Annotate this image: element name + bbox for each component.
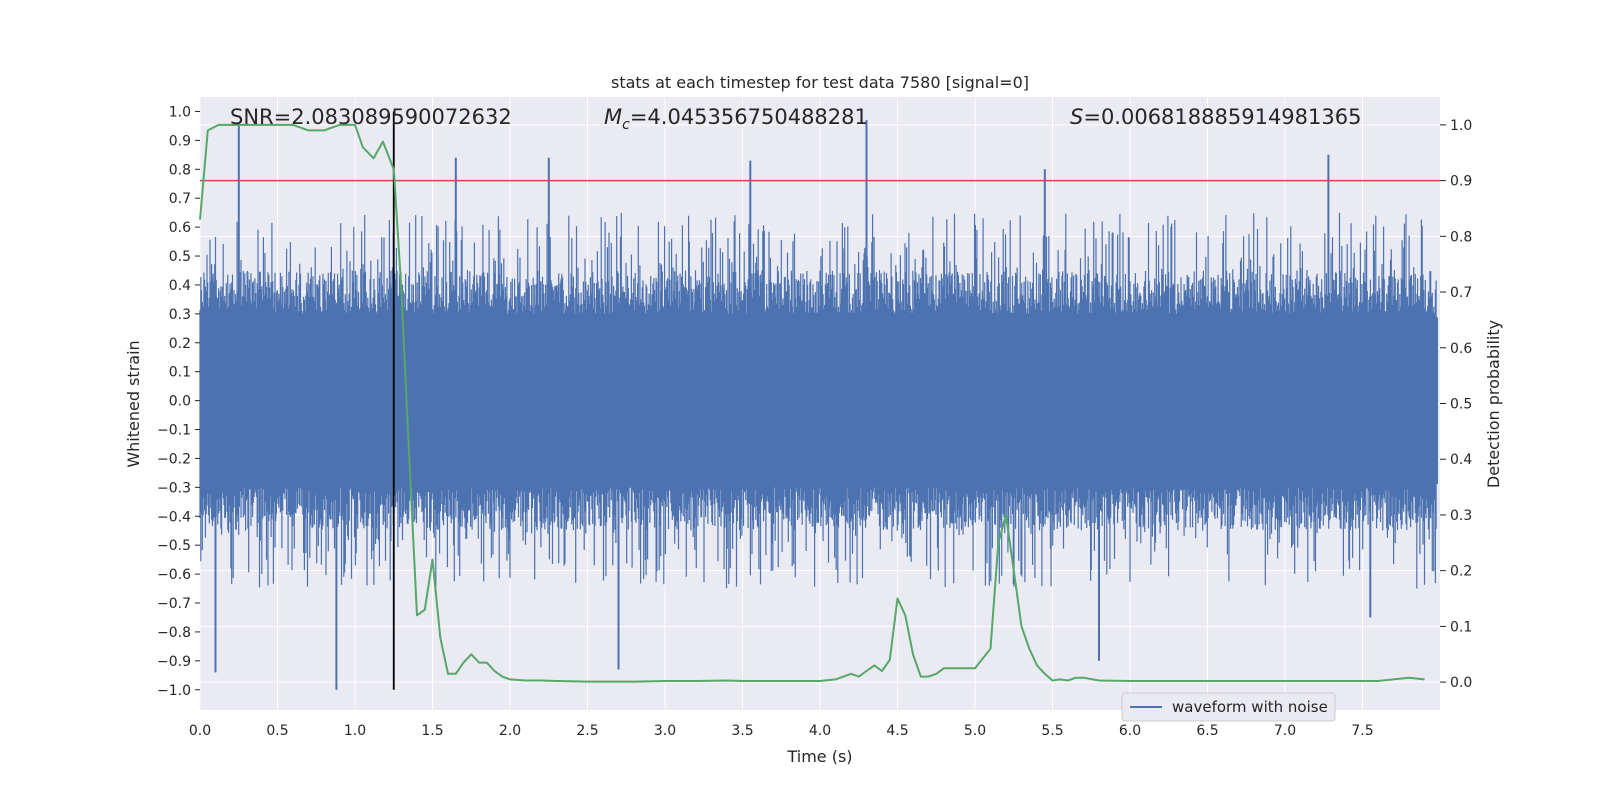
y-right-tick-label: 0.8 [1450, 229, 1472, 245]
x-tick-label: 0.5 [266, 723, 288, 739]
y-left-tick-label: 0.3 [169, 307, 191, 323]
score-symbol: S [1070, 105, 1083, 129]
chirp-mass-annotation: Mc=4.045356750488281 [604, 105, 868, 133]
chirp-mass-subscript: c [622, 117, 630, 133]
x-tick-label: 2.0 [499, 723, 521, 739]
y-right-tick-label: 0.5 [1450, 397, 1472, 413]
x-tick-label: 3.5 [731, 723, 753, 739]
waveform-peaks [214, 120, 1372, 690]
y-axis-label-right: Detection probability [1484, 320, 1503, 488]
y-left-tick-label: −0.2 [157, 451, 191, 467]
chirp-mass-symbol: M [604, 105, 622, 129]
x-tick-label: 1.0 [344, 723, 366, 739]
y-left-tick-label: 0.5 [169, 249, 191, 265]
x-tick-label: 7.5 [1351, 723, 1373, 739]
score-annotation: S=0.006818885914981365 [1070, 105, 1361, 129]
y-left-tick-label: −0.1 [157, 423, 191, 439]
y-left-tick-label: 1.0 [169, 104, 191, 120]
y-right-tick-label: 0.1 [1450, 619, 1472, 635]
legend: waveform with noise [1121, 692, 1336, 722]
y-right-tick-label: 0.6 [1450, 341, 1472, 357]
chirp-mass-value: =4.045356750488281 [630, 105, 868, 129]
score-value: =0.006818885914981365 [1083, 105, 1361, 129]
y-left-tick-label: 0.0 [169, 394, 191, 410]
x-tick-label: 6.0 [1119, 723, 1141, 739]
chart-title: stats at each timestep for test data 758… [611, 73, 1029, 92]
x-tick-label: 3.0 [654, 723, 676, 739]
x-tick-label: 5.0 [964, 723, 986, 739]
y-left-tick-label: −0.9 [157, 654, 191, 670]
reference-lines [200, 111, 1440, 690]
y-right-tick-label: 0.4 [1450, 452, 1472, 468]
detection-probability-line [199, 123, 1425, 683]
y-right-tick-label: 0.3 [1450, 508, 1472, 524]
x-tick-label: 4.0 [809, 723, 831, 739]
x-tick-label: 7.0 [1274, 723, 1296, 739]
y-right-tick-label: 1.0 [1450, 118, 1472, 134]
x-tick-label: 4.5 [886, 723, 908, 739]
x-axis-label: Time (s) [786, 747, 852, 766]
y-left-tick-label: −1.0 [157, 683, 191, 699]
y-right-tick-label: 0.2 [1450, 564, 1472, 580]
y-left-tick-label: 0.8 [169, 162, 191, 178]
y-axis-label-left: Whitened strain [124, 340, 143, 467]
snr-annotation: SNR=2.083089590072632 [230, 105, 512, 129]
y-right-tick-label: 0.9 [1450, 174, 1472, 190]
x-tick-label: 1.5 [421, 723, 443, 739]
y-left-tick-label: −0.5 [157, 538, 191, 554]
probability-series [199, 123, 1425, 683]
y-left-tick-label: −0.3 [157, 480, 191, 496]
x-tick-label: 0.0 [189, 723, 211, 739]
axis-ticks: 0.0 0.5 1.0 1.5 2.0 2.5 3.0 3.5 4.0 4.5 5.0 5.5 6.0 6… [157, 104, 1472, 739]
y-left-tick-label: 0.6 [169, 220, 191, 236]
y-left-tick-label: 0.1 [169, 365, 191, 381]
x-tick-label: 2.5 [576, 723, 598, 739]
y-left-tick-label: 0.2 [169, 336, 191, 352]
y-left-tick-label: −0.6 [157, 567, 191, 583]
y-left-tick-label: −0.4 [157, 509, 191, 525]
y-left-tick-label: −0.7 [157, 596, 191, 612]
y-left-tick-label: 0.7 [169, 191, 191, 207]
legend-box [1121, 692, 1336, 722]
y-right-tick-label: 0.0 [1450, 675, 1472, 691]
y-left-tick-label: −0.8 [157, 625, 191, 641]
x-tick-label: 5.5 [1041, 723, 1063, 739]
x-tick-label: 6.5 [1196, 723, 1218, 739]
y-right-tick-label: 0.7 [1450, 285, 1472, 301]
legend-label: waveform with noise [1172, 698, 1328, 716]
y-left-tick-label: 0.9 [169, 133, 191, 149]
y-left-tick-label: 0.4 [169, 278, 191, 294]
